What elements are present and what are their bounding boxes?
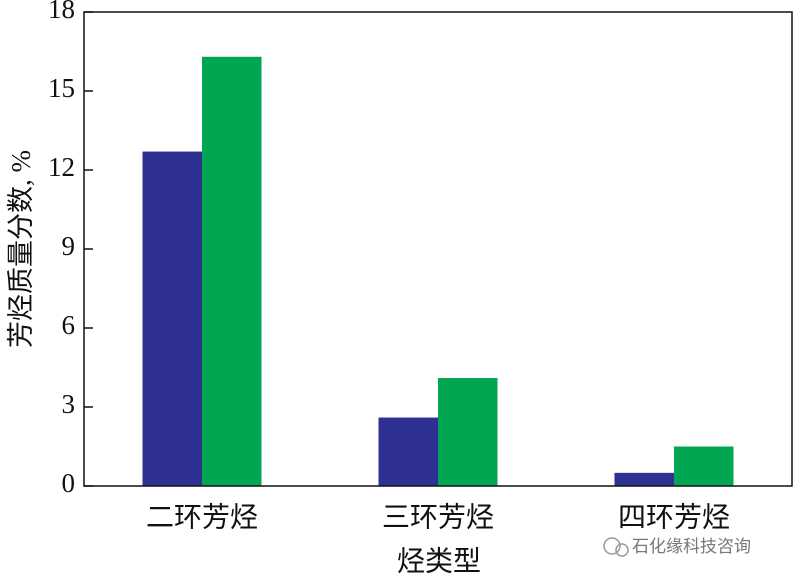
y-tick-label: 15 (48, 73, 75, 103)
x-axis-label: 烃类型 (397, 545, 481, 577)
bar (614, 472, 674, 486)
watermark-icon (603, 537, 629, 557)
y-tick-label: 18 (48, 0, 75, 24)
x-tick-label: 四环芳烃 (618, 501, 730, 533)
y-tick-label: 6 (62, 310, 76, 340)
plot-frame (83, 11, 793, 487)
bar (378, 417, 438, 486)
bar (438, 378, 498, 486)
y-axis-label: 芳烃质量分数, % (6, 150, 36, 348)
y-tick-label: 3 (62, 389, 76, 419)
bar (674, 446, 734, 486)
x-tick-label: 三环芳烃 (382, 501, 494, 533)
x-tick-label: 二环芳烃 (146, 501, 258, 533)
y-tick-label: 12 (48, 152, 75, 182)
watermark: 石化缘科技咨询 (632, 537, 751, 557)
y-tick-label: 9 (62, 231, 76, 261)
bar (202, 56, 262, 487)
y-tick-label: 0 (62, 468, 76, 498)
bar (142, 151, 202, 487)
